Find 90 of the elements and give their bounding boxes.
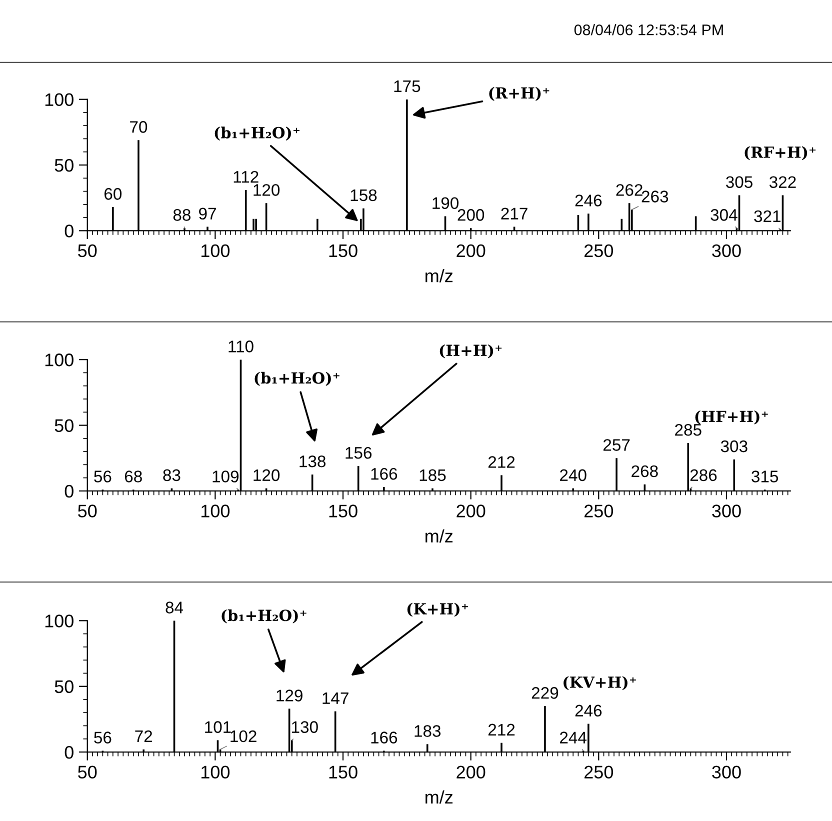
annotation: 305	[726, 176, 752, 188]
annotation: 88	[173, 209, 190, 221]
annotation: 166	[371, 468, 398, 480]
annotation: 129	[276, 690, 302, 702]
annotation: (b₁+H₂O)⁺	[254, 372, 340, 386]
y-tick-label: 100	[45, 93, 74, 106]
annotation: 212	[488, 456, 515, 468]
y-tick-label: 0	[64, 224, 74, 238]
x-tick-label: 300	[712, 244, 741, 258]
text: (K+H)⁺	[407, 602, 468, 617]
y-tick-label: 100	[45, 354, 74, 366]
x-tick-label: 300	[712, 504, 741, 518]
y-tick-label: 0	[64, 746, 74, 759]
y-tick-label: 50	[54, 158, 74, 172]
y-tick-label: 50	[54, 680, 74, 694]
annotation: 200	[458, 209, 484, 221]
x-tick-label: 100	[202, 244, 230, 258]
annotation: 321	[754, 210, 780, 222]
annotation: 56	[94, 470, 112, 482]
x-tick-label: 200	[456, 766, 486, 778]
annotation: 102	[230, 730, 256, 742]
text: (H+H)⁺	[440, 344, 502, 358]
annotation: 246	[575, 704, 602, 717]
x-tick-label: 50	[78, 766, 97, 778]
annotation: 244	[560, 732, 587, 744]
x-tick-label: 300	[712, 766, 741, 778]
x-axis-title: m/z	[426, 790, 453, 804]
x-tick-label: 150	[329, 244, 358, 258]
x-tick-label: 200	[456, 504, 486, 518]
x-tick-label: 50	[78, 244, 97, 258]
annotation: 70	[130, 121, 148, 133]
annotation: 268	[632, 465, 658, 478]
y-tick-label: 50	[54, 419, 74, 432]
x-tick-label: 150	[329, 504, 358, 518]
annotation: 212	[488, 724, 515, 736]
annotation: 72	[135, 730, 152, 742]
annotation: 263	[642, 190, 668, 202]
annotation: 97	[199, 208, 216, 220]
annotation: 68	[124, 470, 142, 482]
text: 08/04/06 12:53:54 PM	[574, 24, 723, 36]
y-tick-label: 100	[45, 614, 74, 628]
annotation: (HF+H)⁺	[695, 410, 768, 424]
annotation: 110	[228, 340, 254, 352]
annotation: 262	[616, 184, 642, 196]
annotation: 315	[752, 470, 778, 482]
annotation: 138	[300, 456, 326, 468]
y-tick-label: 0	[64, 484, 74, 498]
annotation: 130	[292, 721, 318, 733]
annotation: 286	[690, 469, 717, 482]
annotation: 158	[350, 189, 377, 202]
x-tick-label: 250	[584, 244, 614, 258]
x-axis-title: m/z	[426, 269, 453, 282]
annotation: 285	[675, 424, 702, 436]
annotation: 120	[254, 469, 280, 482]
x-tick-label: 50	[78, 504, 97, 518]
x-tick-label: 250	[584, 504, 614, 518]
annotation: (RF+H)⁺	[744, 146, 816, 160]
annotation: 190	[432, 197, 459, 210]
annotation: 109	[212, 470, 239, 482]
x-axis-title: m/z	[426, 529, 453, 543]
annotation: 185	[420, 469, 446, 482]
annotation: 147	[322, 692, 348, 704]
annotation: 120	[254, 184, 280, 196]
x-tick-label: 200	[456, 244, 486, 258]
x-tick-label: 100	[202, 504, 230, 518]
annotation: 246	[575, 194, 602, 206]
annotation: 112	[234, 170, 258, 183]
annotation: 240	[560, 469, 586, 482]
annotation: 156	[346, 446, 372, 459]
annotation: (R+H)⁺	[489, 86, 550, 101]
annotation: (b₁+H₂O)⁺	[222, 609, 306, 624]
x-tick-label: 100	[202, 766, 230, 778]
annotation: 303	[720, 440, 748, 452]
x-tick-label: 150	[329, 766, 358, 778]
annotation: 175	[394, 80, 420, 92]
annotation: 229	[532, 687, 558, 699]
annotation: 101	[205, 721, 231, 733]
annotation: 217	[501, 208, 528, 220]
annotation: 304	[710, 209, 738, 221]
annotation: 183	[414, 725, 441, 737]
annotation: 84	[166, 602, 184, 614]
annotation: (b₁+H₂O)⁺	[214, 126, 300, 141]
annotation: 257	[603, 439, 630, 451]
x-tick-label: 250	[584, 766, 614, 778]
annotation: 166	[371, 732, 398, 744]
annotation: 60	[104, 188, 122, 200]
annotation: 322	[769, 176, 796, 188]
annotation: 83	[163, 469, 180, 482]
annotation: 56	[94, 732, 112, 744]
annotation: (KV+H)⁺	[564, 676, 636, 690]
